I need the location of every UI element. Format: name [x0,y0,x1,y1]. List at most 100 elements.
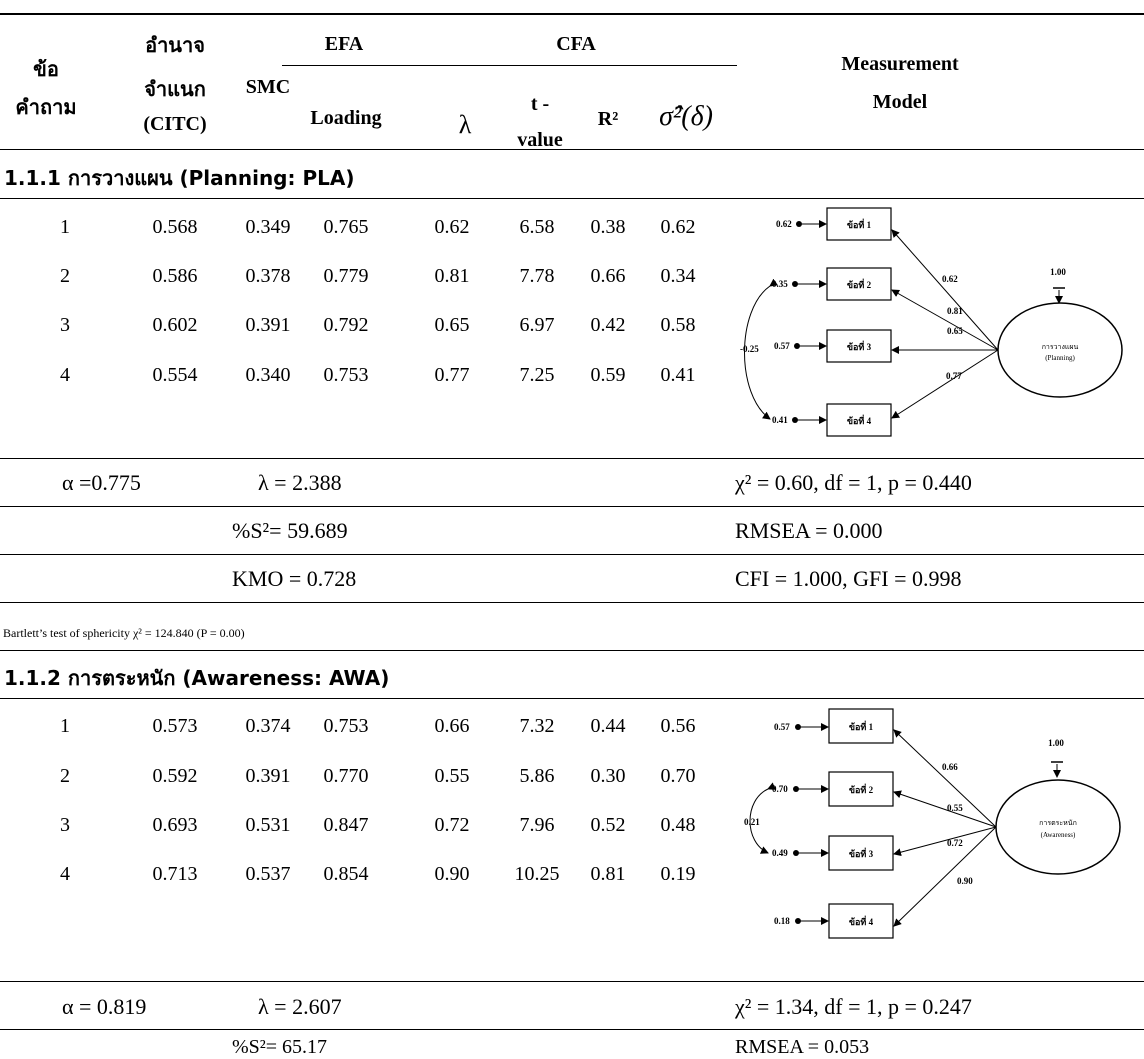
s2-factor-name: การตระหนัก [1039,819,1077,827]
s1-r2-r2: 0.66 [590,265,626,287]
stats2-rule-1 [0,1029,1144,1030]
s2-error-1: 0.57 [774,722,790,732]
s2-loading-4: 0.90 [957,876,973,886]
s1-r4-smc: 0.340 [245,364,291,386]
s1-r3-t: 6.97 [519,314,555,336]
s2-r1-t: 7.32 [519,715,555,737]
header-item-2: คำถาม [15,95,77,119]
header-lambda: λ [458,110,472,139]
s2-r4-loading: 0.854 [323,863,369,885]
s1-r4-t: 7.25 [519,364,555,386]
s2-fixed-variance: 1.00 [1048,738,1064,748]
s1-box-1: ข้อที่ 1 [847,218,872,230]
s2-error-4: 0.18 [774,916,790,926]
s1-loading-3: 0.65 [947,326,963,336]
s2-loading-1: 0.66 [942,762,958,772]
header-citc: (CITC) [143,113,207,135]
s2-r1-lambda: 0.66 [434,715,470,737]
s1-r1-sigma: 0.62 [660,216,696,238]
s2-r3-lambda: 0.72 [434,814,470,836]
s2-r1-item: 1 [60,715,70,737]
s1-r3-citc: 0.602 [152,314,198,336]
s2-r2-smc: 0.391 [245,765,291,787]
s2-r4-citc: 0.713 [152,863,198,885]
section1-body-rule [0,458,1144,459]
header-power: อำนาจ [145,33,205,57]
header-cfa: CFA [556,33,596,55]
s2-box-3: ข้อที่ 3 [849,847,874,859]
header-efa: EFA [324,33,364,55]
s1-r2-citc: 0.586 [152,265,198,287]
s1-error-3: 0.57 [774,341,790,351]
s1-cfi-gfi: CFI = 1.000, GFI = 0.998 [735,566,962,591]
planning-model-diagram: 0.62 0.35 0.57 0.41 ข้อที่ 1 ข้อที่ 2 ข้… [740,207,1123,437]
s1-r1-r2: 0.38 [590,216,626,238]
s1-r3-smc: 0.391 [245,314,291,336]
s1-r2-loading: 0.779 [323,265,369,287]
s1-r2-lambda: 0.81 [434,265,470,287]
bartlett-rule [0,650,1144,651]
s1-r3-lambda: 0.65 [434,314,470,336]
s2-r3-sigma: 0.48 [660,814,696,836]
s2-r3-smc: 0.531 [245,814,291,836]
s1-error-1: 0.62 [776,219,792,229]
s2-rmsea: RMSEA = 0.053 [735,1036,870,1058]
s2-r3-loading: 0.847 [323,814,369,836]
s2-r4-item: 4 [60,863,70,885]
s1-r4-r2: 0.59 [590,364,626,386]
s1-error-2: 0.35 [772,279,788,289]
s1-r1-t: 6.58 [519,216,555,238]
s1-r2-sigma: 0.34 [660,265,696,287]
s2-r3-citc: 0.693 [152,814,198,836]
s2-r1-r2: 0.44 [590,715,626,737]
header-model: Model [872,91,928,113]
s2-variance-explained: %S²= 65.17 [232,1036,328,1058]
section1-title: 1.1.1 การวางแผน (Planning: PLA) [4,166,355,190]
s1-r4-sigma: 0.41 [660,364,696,386]
s2-r4-t: 10.25 [514,863,560,885]
s2-lambda-total: λ = 2.607 [258,994,342,1019]
s2-r3-r2: 0.52 [590,814,626,836]
s1-r4-loading: 0.753 [323,364,369,386]
s2-r2-sigma: 0.70 [660,765,696,787]
s1-r3-item: 3 [60,314,70,336]
s1-lambda-total: λ = 2.388 [258,470,342,495]
s1-r1-smc: 0.349 [245,216,291,238]
section2-title: 1.1.2 การตระหนัก (Awareness: AWA) [4,666,390,690]
efa-cfa-underline [282,65,737,66]
s2-box-1: ข้อที่ 1 [849,720,874,732]
s1-variance-explained: %S²= 59.689 [232,518,348,543]
header-bottom-rule [0,149,1144,150]
awareness-model-diagram: 0.57 0.70 0.49 0.18 ข้อที่ 1 ข้อที่ 2 ข้… [744,708,1121,939]
header-smc: SMC [245,76,291,98]
s2-r2-loading: 0.770 [323,765,369,787]
header-power-2: จำแนก [144,77,206,101]
s2-r3-t: 7.96 [519,814,555,836]
s1-box-3: ข้อที่ 3 [847,340,872,352]
s1-r2-t: 7.78 [519,265,555,287]
section1-title-rule [0,198,1144,199]
s2-r2-t: 5.86 [519,765,555,787]
s2-r1-loading: 0.753 [323,715,369,737]
s2-loading-2: 0.55 [947,803,963,813]
s1-factor-name: การวางแผน [1042,343,1079,351]
s1-r4-lambda: 0.77 [434,364,470,386]
s1-alpha: α =0.775 [62,470,141,495]
header-measurement: Measurement [841,53,959,75]
s1-r4-item: 4 [60,364,70,386]
s1-r4-citc: 0.554 [152,364,198,386]
s2-r4-lambda: 0.90 [434,863,470,885]
s1-chi-square: χ² = 0.60, df = 1, p = 0.440 [735,470,972,495]
planning-error-terms: 0.62 0.35 0.57 0.41 [772,219,792,425]
section2-body-rule [0,981,1144,982]
s1-loading-2: 0.81 [947,306,963,316]
s1-r3-r2: 0.42 [590,314,626,336]
s2-box-2: ข้อที่ 2 [849,783,874,795]
s2-r2-citc: 0.592 [152,765,198,787]
s1-fixed-variance: 1.00 [1050,267,1066,277]
s2-error-3: 0.49 [772,848,788,858]
s2-loading-3: 0.72 [947,838,963,848]
s1-factor-en: (Planning) [1045,354,1075,362]
s2-r4-smc: 0.537 [245,863,291,885]
s1-covariance: -0.25 [740,344,759,354]
